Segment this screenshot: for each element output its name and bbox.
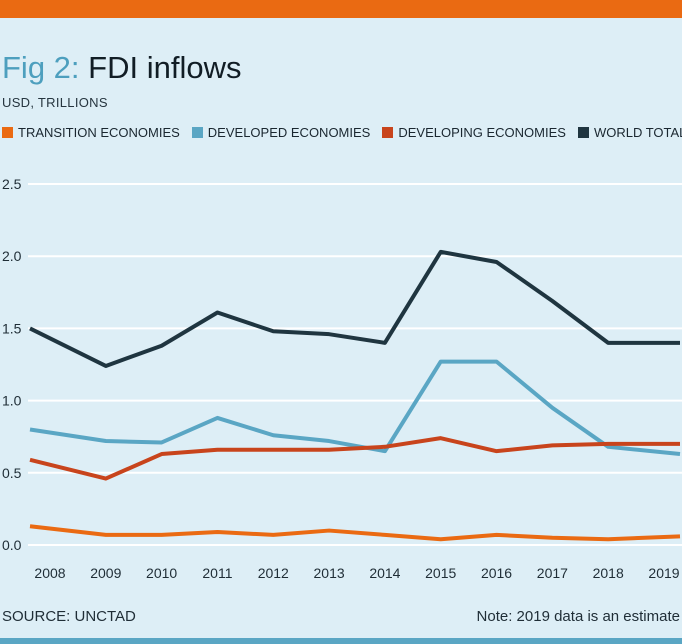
x-tick-label: 2019 [648,565,679,581]
figure-title-text: FDI inflows [88,50,242,85]
unit-subtitle: USD, TRILLIONS [2,95,108,110]
series-line [29,524,681,542]
y-tick-label: 0.0 [2,537,22,553]
chart-legend: TRANSITION ECONOMIES DEVELOPED ECONOMIES D… [2,125,682,140]
y-tick-label: 0.5 [2,465,22,481]
legend-label: DEVELOPED ECONOMIES [207,125,371,140]
x-tick-label: 2014 [369,565,400,581]
y-tick-label: 1.5 [2,320,22,336]
legend-label: TRANSITION ECONOMIES [18,125,180,140]
legend-item: DEVELOPED ECONOMIES [191,125,371,140]
legend-item: WORLD TOTAL [577,125,682,140]
legend-swatch [382,127,394,138]
x-tick-label: 2013 [314,565,345,581]
x-tick-label: 2017 [537,565,568,581]
x-tick-label: 2012 [258,565,289,581]
source-note: SOURCE: UNCTAD [2,608,136,625]
legend-item: TRANSITION ECONOMIES [2,125,180,140]
x-tick-label: 2015 [425,565,456,581]
x-tick-label: 2008 [34,565,65,581]
legend-swatch [191,127,203,138]
x-tick-label: 2018 [593,565,624,581]
y-tick-label: 2.5 [2,176,22,192]
figure-title: Fig 2: FDI inflows [2,50,241,86]
series-line [29,249,680,368]
x-tick-label: 2011 [202,565,232,581]
legend-swatch [2,127,13,138]
estimate-note: Note: 2019 data is an estimate [476,608,680,625]
legend-item: DEVELOPING ECONOMIES [382,125,566,140]
y-tick-label: 2.0 [2,248,22,264]
legend-swatch [577,127,589,138]
line-chart: 0.0 0.5 1.0 1.5 2.0 2.5 2008 2009 2010 2011 2012 20… [2,176,682,581]
x-tick-label: 2016 [481,565,512,581]
series-line [29,359,681,457]
bottom-accent-bar [0,638,682,644]
legend-label: DEVELOPING ECONOMIES [398,125,566,140]
y-tick-label: 1.0 [2,393,22,409]
figure-number: Fig 2: [2,50,80,85]
series-line [29,436,680,481]
top-accent-bar [0,0,682,18]
x-tick-label: 2009 [90,565,121,581]
legend-label: WORLD TOTAL [593,125,682,140]
x-tick-label: 2010 [146,565,177,581]
